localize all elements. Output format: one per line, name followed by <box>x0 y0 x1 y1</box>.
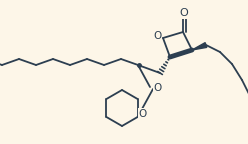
Polygon shape <box>192 43 207 50</box>
Text: O: O <box>153 31 161 41</box>
Text: O: O <box>138 109 147 119</box>
Text: O: O <box>180 8 188 18</box>
Text: O: O <box>154 83 162 93</box>
